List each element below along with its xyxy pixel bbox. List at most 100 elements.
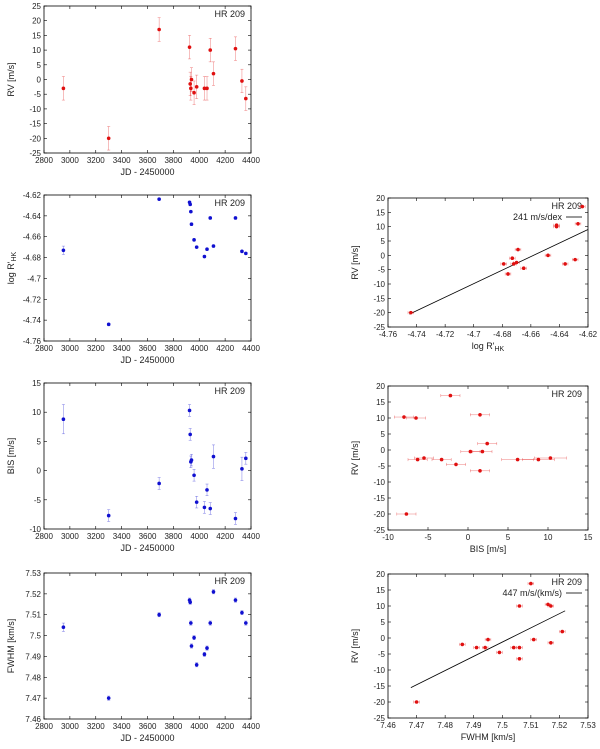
data-point xyxy=(406,416,426,420)
point-marker xyxy=(205,247,209,252)
y-axis-label: RV [m/s] xyxy=(350,629,360,663)
point-marker xyxy=(409,310,413,315)
y-tick-label: 15 xyxy=(376,398,385,407)
point-marker xyxy=(194,85,199,89)
data-point xyxy=(192,469,196,482)
point-marker xyxy=(189,86,193,91)
x-tick-label: 3000 xyxy=(61,344,79,353)
x-tick-label: -4.74 xyxy=(407,330,426,339)
x-tick-label: 5 xyxy=(506,533,511,542)
point-marker xyxy=(244,621,248,625)
x-tick-label: -4.76 xyxy=(379,330,398,339)
y-tick-label: -15 xyxy=(29,120,41,129)
point-marker xyxy=(480,449,485,454)
data-point xyxy=(482,645,489,650)
point-marker xyxy=(211,244,216,248)
point-marker xyxy=(468,449,473,454)
y-tick-label: -10 xyxy=(29,525,41,534)
y-tick-label: 5 xyxy=(381,618,386,627)
y-tick-label: 7.52 xyxy=(25,590,41,599)
data-point xyxy=(192,635,196,640)
data-point xyxy=(244,452,248,465)
point-marker xyxy=(211,454,216,459)
data-point xyxy=(534,456,567,460)
y-axis-label: BIS [m/s] xyxy=(6,438,16,475)
data-point xyxy=(157,612,161,618)
point-marker xyxy=(515,457,520,462)
data-point xyxy=(211,444,216,469)
data-point xyxy=(510,645,517,650)
y-tick-label: -4.76 xyxy=(23,337,42,346)
data-point xyxy=(61,404,66,435)
data-point xyxy=(208,216,213,220)
x-tick-label: -4.64 xyxy=(550,330,569,339)
data-point xyxy=(205,247,209,252)
y-axis-label: log R'HK xyxy=(6,251,18,284)
y-tick-label: 7.47 xyxy=(25,694,41,703)
point-marker xyxy=(244,96,248,101)
x-tick-label: 3600 xyxy=(139,532,157,541)
point-marker xyxy=(192,635,196,640)
data-point xyxy=(240,68,244,93)
point-marker xyxy=(560,629,565,634)
y-tick-label: -15 xyxy=(373,494,385,503)
point-marker xyxy=(208,621,213,625)
panel-title: HR 209 xyxy=(551,201,582,211)
point-marker xyxy=(106,696,111,700)
x-tick-label: 3400 xyxy=(113,344,131,353)
point-marker xyxy=(187,45,192,49)
point-marker xyxy=(188,202,192,207)
y-tick-label: 7.5 xyxy=(30,632,42,641)
data-point xyxy=(106,322,111,327)
point-marker xyxy=(454,462,458,467)
point-marker xyxy=(483,645,487,650)
data-point xyxy=(157,477,161,490)
y-tick-label: -5 xyxy=(378,462,386,471)
data-point xyxy=(473,645,480,650)
y-tick-label: 7.46 xyxy=(25,715,41,724)
plot-frame xyxy=(387,573,589,719)
plot-frame xyxy=(43,5,252,154)
x-axis-label: BIS [m/s] xyxy=(470,544,507,554)
panel-title: HR 209 xyxy=(214,198,245,208)
y-tick-label: -20 xyxy=(373,510,385,519)
x-tick-label: 2800 xyxy=(35,532,53,541)
x-tick-label: -5 xyxy=(424,533,432,542)
y-tick-label: -5 xyxy=(378,650,386,659)
data-point xyxy=(547,604,554,608)
point-marker xyxy=(240,79,244,83)
data-point xyxy=(202,76,207,101)
panel-title: HR 209 xyxy=(214,9,245,19)
x-tick-label: 3200 xyxy=(87,156,105,165)
point-marker xyxy=(208,216,213,220)
data-point xyxy=(189,222,194,226)
panel-title: HR 209 xyxy=(551,389,582,399)
point-marker xyxy=(549,641,553,645)
x-tick-label: 0 xyxy=(466,533,471,542)
plot-frame xyxy=(387,385,589,531)
x-tick-label: 3200 xyxy=(87,722,105,731)
x-tick-label: 3800 xyxy=(164,722,182,731)
data-point xyxy=(472,449,493,454)
data-point xyxy=(513,260,520,265)
point-marker xyxy=(549,604,553,608)
y-tick-label: 7.53 xyxy=(25,569,41,578)
x-tick-label: 3400 xyxy=(113,532,131,541)
data-point xyxy=(407,310,414,315)
point-marker xyxy=(202,86,207,91)
point-marker xyxy=(548,456,553,460)
point-marker xyxy=(517,645,522,650)
point-marker xyxy=(517,604,522,608)
point-marker xyxy=(414,416,418,420)
data-point xyxy=(187,35,192,60)
data-point xyxy=(194,74,199,99)
y-tick-label: 20 xyxy=(376,570,385,579)
point-marker xyxy=(240,467,244,471)
point-marker xyxy=(529,581,533,586)
point-marker xyxy=(205,86,209,91)
x-tick-label: 4400 xyxy=(242,722,260,731)
x-tick-label: 3000 xyxy=(61,722,79,731)
point-marker xyxy=(211,589,216,594)
data-point xyxy=(208,620,213,626)
data-point xyxy=(188,71,192,96)
